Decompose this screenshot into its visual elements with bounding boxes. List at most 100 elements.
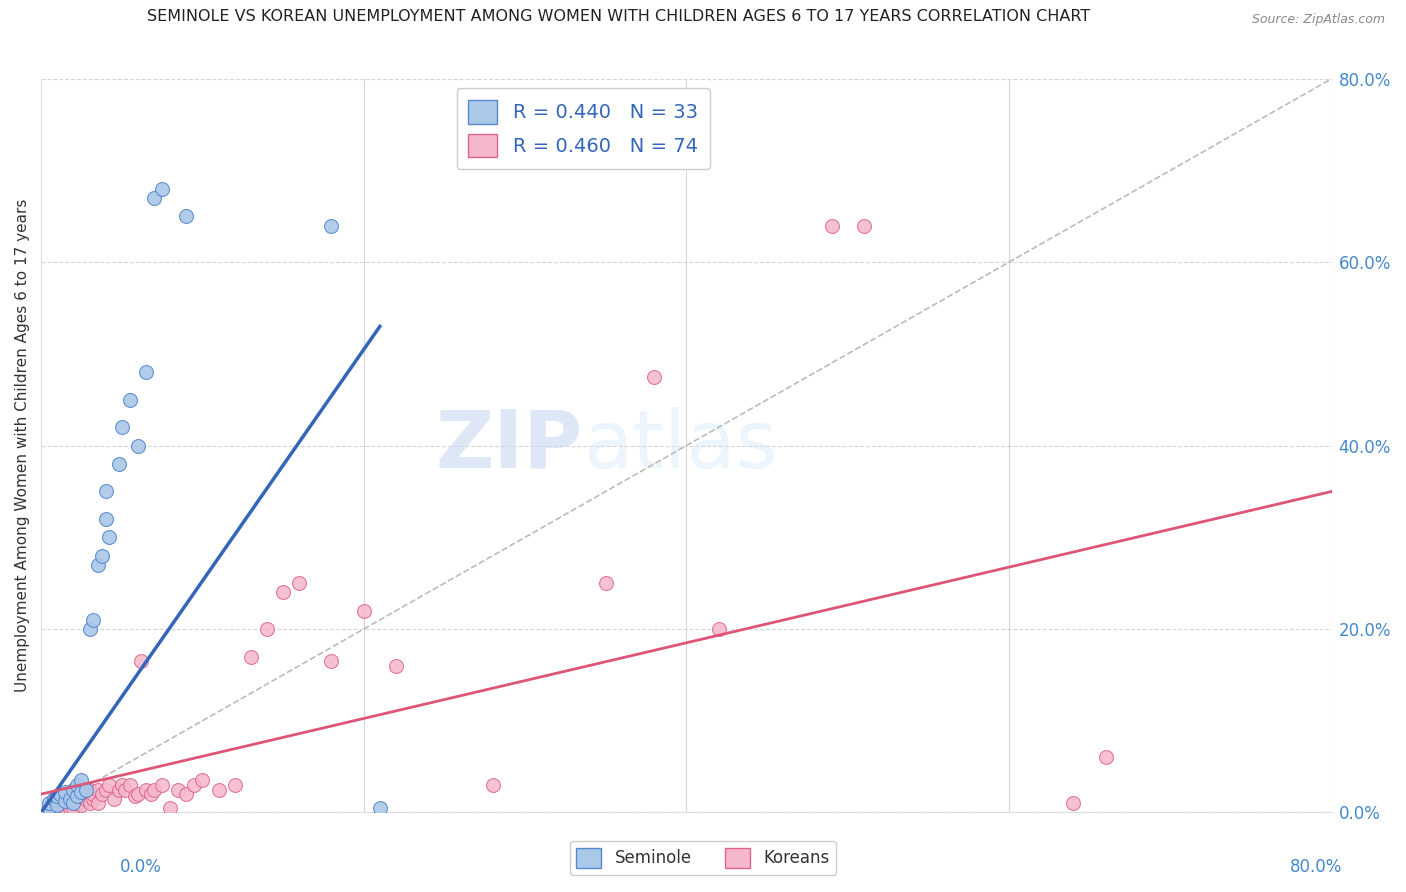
Point xyxy=(91,549,114,563)
Point xyxy=(38,797,60,811)
Point xyxy=(46,791,69,805)
Point xyxy=(49,798,72,813)
Point xyxy=(97,778,120,792)
Point xyxy=(94,782,117,797)
Legend: R = 0.440   N = 33, R = 0.460   N = 74: R = 0.440 N = 33, R = 0.460 N = 74 xyxy=(457,88,710,169)
Text: 0.0%: 0.0% xyxy=(120,858,162,876)
Text: 80.0%: 80.0% xyxy=(1291,858,1343,876)
Point xyxy=(51,795,73,809)
Point xyxy=(1094,750,1116,764)
Point xyxy=(70,773,93,788)
Point xyxy=(86,782,108,797)
Point xyxy=(107,457,129,471)
Point xyxy=(139,787,162,801)
Point xyxy=(41,797,63,811)
Point xyxy=(82,791,104,805)
Point xyxy=(114,782,136,797)
Text: SEMINOLE VS KOREAN UNEMPLOYMENT AMONG WOMEN WITH CHILDREN AGES 6 TO 17 YEARS COR: SEMINOLE VS KOREAN UNEMPLOYMENT AMONG WO… xyxy=(148,9,1090,24)
Point xyxy=(52,787,75,801)
Point xyxy=(129,654,152,668)
Point xyxy=(111,420,134,434)
Point xyxy=(271,585,294,599)
Point xyxy=(207,782,229,797)
Point xyxy=(38,801,60,815)
Text: Source: ZipAtlas.com: Source: ZipAtlas.com xyxy=(1251,13,1385,27)
Point xyxy=(65,782,87,797)
Point xyxy=(60,797,83,811)
Point xyxy=(159,801,181,815)
Point xyxy=(118,778,141,792)
Point xyxy=(224,778,246,792)
Point xyxy=(385,658,408,673)
Y-axis label: Unemployment Among Women with Children Ages 6 to 17 years: Unemployment Among Women with Children A… xyxy=(15,199,30,692)
Point xyxy=(70,798,93,813)
Point xyxy=(38,801,60,815)
Point xyxy=(1062,797,1084,811)
Point xyxy=(58,791,80,805)
Point xyxy=(135,365,157,379)
Point xyxy=(481,778,503,792)
Point xyxy=(49,787,72,801)
Point xyxy=(65,789,87,803)
Point xyxy=(70,785,93,799)
Point xyxy=(91,787,114,801)
Point xyxy=(53,795,76,809)
Point xyxy=(86,558,108,572)
Point xyxy=(643,369,665,384)
Point xyxy=(79,622,101,636)
Point xyxy=(62,782,84,797)
Point xyxy=(167,782,190,797)
Point xyxy=(107,782,129,797)
Point xyxy=(368,801,391,815)
Point xyxy=(75,782,97,797)
Point xyxy=(53,801,76,815)
Point xyxy=(256,622,278,636)
Point xyxy=(118,392,141,407)
Point xyxy=(94,512,117,526)
Point xyxy=(174,210,197,224)
Point xyxy=(321,654,343,668)
Point xyxy=(75,791,97,805)
Point xyxy=(707,622,730,636)
Point xyxy=(79,782,101,797)
Point xyxy=(42,791,65,805)
Point xyxy=(127,439,149,453)
Point xyxy=(94,484,117,499)
Point xyxy=(42,795,65,809)
Point xyxy=(65,791,87,805)
Point xyxy=(75,785,97,799)
Point xyxy=(124,789,146,803)
Point xyxy=(42,791,65,805)
Point xyxy=(191,773,214,788)
Point xyxy=(53,797,76,811)
Point xyxy=(59,801,82,815)
Point xyxy=(79,797,101,811)
Point xyxy=(143,782,166,797)
Point xyxy=(239,649,262,664)
Point xyxy=(62,801,84,815)
Point xyxy=(321,219,343,233)
Point xyxy=(135,782,157,797)
Point xyxy=(111,778,134,792)
Point xyxy=(39,798,62,813)
Point xyxy=(49,789,72,803)
Point xyxy=(59,791,82,805)
Legend: Seminole, Koreans: Seminole, Koreans xyxy=(569,841,837,875)
Point xyxy=(82,787,104,801)
Point xyxy=(46,798,69,813)
Point xyxy=(82,613,104,627)
Text: ZIP: ZIP xyxy=(436,407,583,484)
Point xyxy=(97,530,120,544)
Point xyxy=(288,576,311,591)
Point xyxy=(53,789,76,803)
Point xyxy=(46,789,69,803)
Point xyxy=(852,219,875,233)
Point xyxy=(62,787,84,801)
Point xyxy=(183,778,205,792)
Point xyxy=(150,182,173,196)
Point xyxy=(150,778,173,792)
Point xyxy=(56,795,79,809)
Point xyxy=(59,789,82,803)
Point xyxy=(86,797,108,811)
Point xyxy=(127,787,149,801)
